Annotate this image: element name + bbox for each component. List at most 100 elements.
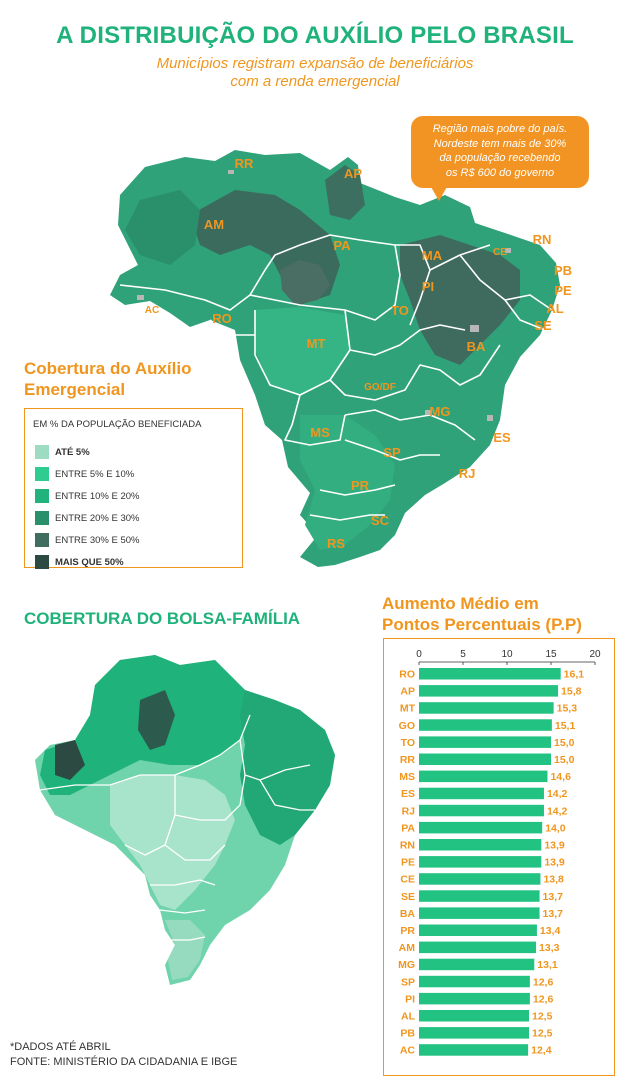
state-label-ce: CE xyxy=(493,247,507,258)
bar xyxy=(419,753,551,765)
subtitle-line-1: Municípios registram expansão de benefic… xyxy=(156,55,474,72)
bar xyxy=(419,1044,529,1056)
x-tick-label: 15 xyxy=(545,649,557,660)
bar-value-label: 13,1 xyxy=(537,959,558,971)
state-label-rr: RR xyxy=(235,156,254,171)
boundary-line xyxy=(254,310,351,396)
bar-value-label: 14,2 xyxy=(547,805,568,817)
legend-label: ENTRE 30% E 50% xyxy=(55,534,140,546)
map-region-center-light xyxy=(255,307,350,395)
bar-value-label: 12,5 xyxy=(532,1011,553,1023)
bar xyxy=(419,804,544,817)
bar xyxy=(419,890,540,902)
legend-title-line-1: Cobertura do Auxílio xyxy=(24,359,192,378)
callout-line-3: da população recebendo xyxy=(439,152,561,164)
bolsa-familia-map xyxy=(35,655,335,985)
bar xyxy=(419,1027,529,1039)
legend-swatch xyxy=(35,533,49,547)
bar-value-label: 15,8 xyxy=(561,686,582,698)
legend-swatch xyxy=(35,467,49,481)
bar xyxy=(419,924,537,936)
boundary-line xyxy=(344,409,476,441)
map-region-pa-mid xyxy=(280,260,330,305)
state-label-rs: RS xyxy=(327,536,345,551)
legend-header: EM % DA POPULAÇÃO BENEFICIADA xyxy=(33,419,202,430)
boundary-line xyxy=(504,299,546,331)
map2-boundary-line xyxy=(159,909,206,914)
map2-dark-center xyxy=(138,690,175,750)
state-label-al: AL xyxy=(546,301,563,316)
legend-swatch xyxy=(35,489,49,503)
map2-boundary-line xyxy=(39,774,175,791)
map2-boundary-line xyxy=(168,936,206,941)
chart-frame xyxy=(383,638,615,1076)
callout-pointer xyxy=(430,185,448,201)
map-speck xyxy=(487,415,493,421)
legend-item: ATÉ 5% xyxy=(35,445,90,459)
bar xyxy=(419,873,541,885)
map2-boundary-line xyxy=(174,774,246,821)
state-label-pb: PB xyxy=(554,263,572,278)
callout-line-4: os R$ 600 do governo xyxy=(445,166,555,179)
category-label: PB xyxy=(400,1028,415,1040)
boundary-line xyxy=(209,319,255,336)
bar xyxy=(419,668,561,680)
state-label-to: TO xyxy=(391,303,409,318)
bar-value-label: 13,4 xyxy=(540,925,561,937)
map2-boundary-line xyxy=(174,714,251,776)
category-label: RJ xyxy=(402,805,416,817)
legend-swatch xyxy=(35,511,49,525)
footnote: *DADOS ATÉ ABRIL xyxy=(10,1041,111,1053)
bar xyxy=(419,685,559,697)
category-label: TO xyxy=(401,737,415,749)
auxilio-map: RR AP AM PA MA CE RN PB PE AL SE PI AC RO TO MT BA GO/DF M… xyxy=(110,150,572,567)
bar-value-label: 13,8 xyxy=(543,874,564,886)
state-label-rj: RJ xyxy=(459,466,476,481)
bar-value-label: 16,1 xyxy=(564,669,585,681)
category-label: PA xyxy=(401,822,415,834)
bar xyxy=(419,770,548,783)
x-tick-label: 5 xyxy=(460,649,466,660)
callout-line-1: Região mais pobre do país. xyxy=(432,123,568,135)
chart-title-line-2: Pontos Percentuais (P.P) xyxy=(382,615,582,634)
category-label: AP xyxy=(400,686,415,698)
category-label: RN xyxy=(400,840,415,852)
category-label: MG xyxy=(398,959,415,971)
chart-title: Aumento Médio em Pontos Percentuais (P.P… xyxy=(382,593,630,635)
map2-boundary-line xyxy=(164,844,226,861)
map-region-ap-dark xyxy=(325,165,365,220)
bar xyxy=(419,821,543,834)
boundary-line xyxy=(284,394,346,446)
map2-light-south xyxy=(165,920,205,980)
legend-label: ENTRE 10% E 20% xyxy=(55,490,140,502)
legend-label: ATÉ 5% xyxy=(55,446,90,458)
state-label-ma: MA xyxy=(422,248,443,263)
map2-northeast xyxy=(240,690,335,845)
map-speck xyxy=(425,410,432,415)
x-tick-label: 0 xyxy=(416,649,422,660)
state-label-sp: SP xyxy=(383,445,401,460)
state-label-se: SE xyxy=(534,318,552,333)
category-label: BA xyxy=(400,908,416,920)
legend-item: ENTRE 20% E 30% xyxy=(35,511,139,525)
boundary-line xyxy=(344,439,440,461)
bar-value-label: 12,4 xyxy=(531,1045,552,1057)
bar xyxy=(419,907,540,919)
map2-dark-west xyxy=(55,740,85,780)
boundary-line xyxy=(249,234,396,296)
bar xyxy=(419,992,530,1005)
category-label: AM xyxy=(399,942,416,954)
state-label-sc: SC xyxy=(371,513,390,528)
category-label: AC xyxy=(400,1045,416,1057)
category-label: PR xyxy=(400,925,415,937)
state-labels: RR AP AM PA MA CE RN PB PE AL SE PI AC RO TO MT BA GO/DF M… xyxy=(145,156,572,551)
boundary-line xyxy=(329,344,501,401)
legend-title-line-2: Emergencial xyxy=(24,380,126,399)
legend-title: Cobertura do Auxílio Emergencial xyxy=(24,358,234,400)
map2-boundaries xyxy=(39,714,315,941)
x-tick-label: 10 xyxy=(501,649,513,660)
bar-value-label: 15,0 xyxy=(554,737,575,749)
state-label-pa: PA xyxy=(333,238,351,253)
state-label-mg: MG xyxy=(430,404,451,419)
boundary-line xyxy=(119,284,276,311)
